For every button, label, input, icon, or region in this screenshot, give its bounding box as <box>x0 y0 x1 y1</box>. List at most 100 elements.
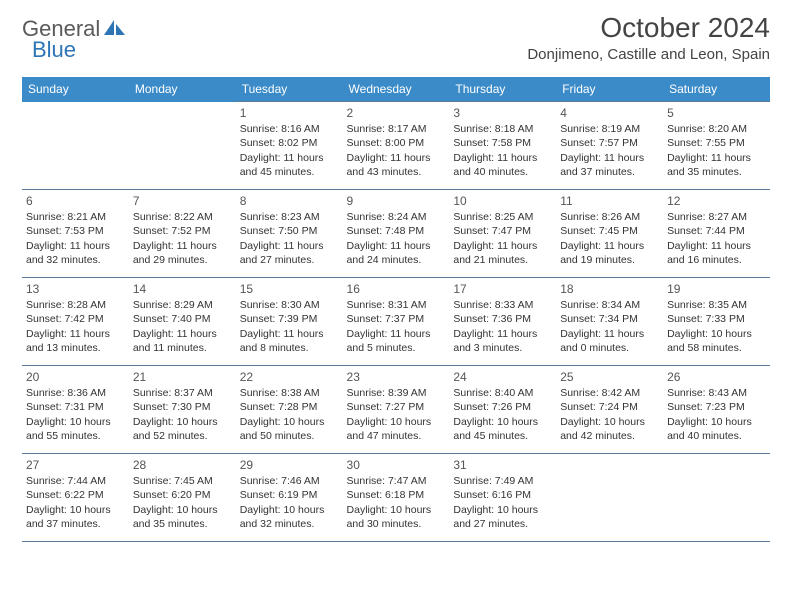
weekday-header: Monday <box>129 77 236 102</box>
daylight-line: Daylight: 10 hours and 27 minutes. <box>453 503 552 531</box>
calendar-cell: 24Sunrise: 8:40 AMSunset: 7:26 PMDayligh… <box>449 366 556 454</box>
day-number: 3 <box>453 105 552 121</box>
sunset-line: Sunset: 7:23 PM <box>667 400 766 414</box>
day-number: 29 <box>240 457 339 473</box>
sunrise-line: Sunrise: 8:19 AM <box>560 122 659 136</box>
daylight-line: Daylight: 10 hours and 52 minutes. <box>133 415 232 443</box>
sunrise-line: Sunrise: 8:37 AM <box>133 386 232 400</box>
sunrise-line: Sunrise: 7:45 AM <box>133 474 232 488</box>
day-number: 30 <box>347 457 446 473</box>
sunrise-line: Sunrise: 8:34 AM <box>560 298 659 312</box>
calendar-row: 27Sunrise: 7:44 AMSunset: 6:22 PMDayligh… <box>22 454 770 542</box>
sunset-line: Sunset: 7:26 PM <box>453 400 552 414</box>
sunrise-line: Sunrise: 8:27 AM <box>667 210 766 224</box>
sunset-line: Sunset: 6:22 PM <box>26 488 125 502</box>
weekday-header: Tuesday <box>236 77 343 102</box>
weekday-header: Wednesday <box>343 77 450 102</box>
calendar-cell: 4Sunrise: 8:19 AMSunset: 7:57 PMDaylight… <box>556 102 663 190</box>
calendar-cell: 10Sunrise: 8:25 AMSunset: 7:47 PMDayligh… <box>449 190 556 278</box>
sunset-line: Sunset: 7:57 PM <box>560 136 659 150</box>
calendar-cell: 9Sunrise: 8:24 AMSunset: 7:48 PMDaylight… <box>343 190 450 278</box>
calendar-cell: 6Sunrise: 8:21 AMSunset: 7:53 PMDaylight… <box>22 190 129 278</box>
calendar-cell: 15Sunrise: 8:30 AMSunset: 7:39 PMDayligh… <box>236 278 343 366</box>
day-number: 18 <box>560 281 659 297</box>
sunset-line: Sunset: 8:00 PM <box>347 136 446 150</box>
daylight-line: Daylight: 11 hours and 29 minutes. <box>133 239 232 267</box>
day-number: 15 <box>240 281 339 297</box>
sunrise-line: Sunrise: 8:39 AM <box>347 386 446 400</box>
calendar-cell: 27Sunrise: 7:44 AMSunset: 6:22 PMDayligh… <box>22 454 129 542</box>
calendar-cell: 16Sunrise: 8:31 AMSunset: 7:37 PMDayligh… <box>343 278 450 366</box>
sunset-line: Sunset: 7:58 PM <box>453 136 552 150</box>
sunset-line: Sunset: 7:28 PM <box>240 400 339 414</box>
day-number: 27 <box>26 457 125 473</box>
sunset-line: Sunset: 7:24 PM <box>560 400 659 414</box>
sunset-line: Sunset: 7:50 PM <box>240 224 339 238</box>
sunrise-line: Sunrise: 8:43 AM <box>667 386 766 400</box>
calendar-cell: 30Sunrise: 7:47 AMSunset: 6:18 PMDayligh… <box>343 454 450 542</box>
sunrise-line: Sunrise: 8:40 AM <box>453 386 552 400</box>
daylight-line: Daylight: 10 hours and 47 minutes. <box>347 415 446 443</box>
calendar-cell: 5Sunrise: 8:20 AMSunset: 7:55 PMDaylight… <box>663 102 770 190</box>
sunrise-line: Sunrise: 8:24 AM <box>347 210 446 224</box>
sunset-line: Sunset: 7:53 PM <box>26 224 125 238</box>
calendar-cell: 2Sunrise: 8:17 AMSunset: 8:00 PMDaylight… <box>343 102 450 190</box>
daylight-line: Daylight: 11 hours and 11 minutes. <box>133 327 232 355</box>
sunset-line: Sunset: 7:42 PM <box>26 312 125 326</box>
sunset-line: Sunset: 7:39 PM <box>240 312 339 326</box>
day-number: 6 <box>26 193 125 209</box>
sunrise-line: Sunrise: 8:33 AM <box>453 298 552 312</box>
weekday-header: Friday <box>556 77 663 102</box>
day-number: 19 <box>667 281 766 297</box>
sunrise-line: Sunrise: 8:17 AM <box>347 122 446 136</box>
calendar-cell: 8Sunrise: 8:23 AMSunset: 7:50 PMDaylight… <box>236 190 343 278</box>
calendar-cell: 13Sunrise: 8:28 AMSunset: 7:42 PMDayligh… <box>22 278 129 366</box>
sunrise-line: Sunrise: 8:28 AM <box>26 298 125 312</box>
daylight-line: Daylight: 10 hours and 42 minutes. <box>560 415 659 443</box>
calendar-cell <box>129 102 236 190</box>
sunrise-line: Sunrise: 8:21 AM <box>26 210 125 224</box>
daylight-line: Daylight: 10 hours and 45 minutes. <box>453 415 552 443</box>
sunset-line: Sunset: 7:47 PM <box>453 224 552 238</box>
daylight-line: Daylight: 11 hours and 24 minutes. <box>347 239 446 267</box>
calendar-row: 20Sunrise: 8:36 AMSunset: 7:31 PMDayligh… <box>22 366 770 454</box>
daylight-line: Daylight: 11 hours and 32 minutes. <box>26 239 125 267</box>
daylight-line: Daylight: 11 hours and 37 minutes. <box>560 151 659 179</box>
day-number: 5 <box>667 105 766 121</box>
daylight-line: Daylight: 10 hours and 40 minutes. <box>667 415 766 443</box>
sunrise-line: Sunrise: 8:18 AM <box>453 122 552 136</box>
calendar-row: 13Sunrise: 8:28 AMSunset: 7:42 PM Dayligh… <box>22 278 770 366</box>
weekday-header: Thursday <box>449 77 556 102</box>
sunset-line: Sunset: 7:52 PM <box>133 224 232 238</box>
location-label: Donjimeno, Castille and Leon, Spain <box>527 46 770 63</box>
day-number: 31 <box>453 457 552 473</box>
day-number: 8 <box>240 193 339 209</box>
daylight-line: Daylight: 10 hours and 58 minutes. <box>667 327 766 355</box>
daylight-line: Daylight: 10 hours and 35 minutes. <box>133 503 232 531</box>
sunrise-line: Sunrise: 7:46 AM <box>240 474 339 488</box>
day-number: 13 <box>26 281 125 297</box>
calendar-cell: 3Sunrise: 8:18 AMSunset: 7:58 PMDaylight… <box>449 102 556 190</box>
weekday-header: Sunday <box>22 77 129 102</box>
day-number: 22 <box>240 369 339 385</box>
daylight-line: Daylight: 11 hours and 45 minutes. <box>240 151 339 179</box>
daylight-line: Daylight: 11 hours and 5 minutes. <box>347 327 446 355</box>
calendar-cell: 17Sunrise: 8:33 AMSunset: 7:36 PMDayligh… <box>449 278 556 366</box>
sunset-line: Sunset: 7:34 PM <box>560 312 659 326</box>
calendar-cell <box>663 454 770 542</box>
sunset-line: Sunset: 7:48 PM <box>347 224 446 238</box>
day-number: 21 <box>133 369 232 385</box>
daylight-line: Daylight: 11 hours and 21 minutes. <box>453 239 552 267</box>
day-number: 10 <box>453 193 552 209</box>
daylight-line: Daylight: 10 hours and 50 minutes. <box>240 415 339 443</box>
day-number: 14 <box>133 281 232 297</box>
calendar-cell: 1Sunrise: 8:16 AMSunset: 8:02 PMDaylight… <box>236 102 343 190</box>
daylight-line: Daylight: 11 hours and 0 minutes. <box>560 327 659 355</box>
calendar-cell: 29Sunrise: 7:46 AMSunset: 6:19 PMDayligh… <box>236 454 343 542</box>
day-number: 28 <box>133 457 232 473</box>
calendar-cell: 22Sunrise: 8:38 AMSunset: 7:28 PMDayligh… <box>236 366 343 454</box>
calendar-cell: 7Sunrise: 8:22 AMSunset: 7:52 PMDaylight… <box>129 190 236 278</box>
calendar-cell <box>556 454 663 542</box>
brand-sail-icon <box>104 18 126 41</box>
sunset-line: Sunset: 6:20 PM <box>133 488 232 502</box>
